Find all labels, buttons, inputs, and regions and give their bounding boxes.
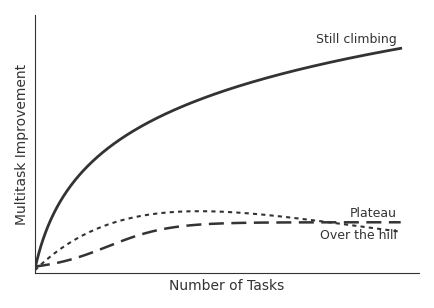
Text: Still climbing: Still climbing — [316, 33, 397, 46]
Text: Plateau: Plateau — [350, 207, 397, 220]
Y-axis label: Multitask Improvement: Multitask Improvement — [15, 64, 29, 225]
X-axis label: Number of Tasks: Number of Tasks — [169, 279, 284, 293]
Text: Over the hill: Over the hill — [320, 229, 397, 242]
